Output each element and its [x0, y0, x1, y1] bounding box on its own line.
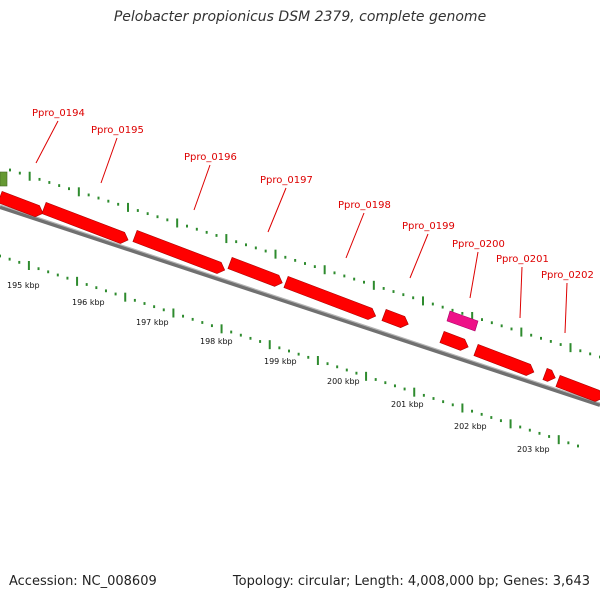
gene-arrow-6: [381, 309, 409, 329]
leader-line: [100, 137, 118, 184]
gene-label: Ppro_0197: [260, 175, 313, 186]
gene-label: Ppro_0202: [541, 270, 594, 281]
kbp-label: 199 kbp: [264, 357, 297, 366]
leader-line: [469, 251, 479, 299]
gene-box-0200: [446, 310, 479, 332]
gene-label: Ppro_0194: [32, 108, 85, 119]
backbone-line: [0, 205, 600, 407]
kbp-label: 196 kbp: [72, 298, 105, 307]
gene-label: Ppro_0200: [452, 239, 505, 250]
gene-label: Ppro_0201: [496, 254, 549, 265]
kbp-label: 203 kbp: [517, 445, 550, 454]
gene-arrow-9: [542, 368, 556, 382]
inner-tick-track: [0, 254, 579, 448]
leader-line: [35, 120, 59, 164]
kbp-label: 195 kbp: [7, 281, 40, 290]
leader-line: [409, 233, 429, 279]
leader-line: [519, 266, 523, 319]
kbp-label: 198 kbp: [200, 337, 233, 346]
gene-label: Ppro_0195: [91, 125, 144, 136]
label-leaders: [35, 120, 568, 334]
gene-arrow-3: [132, 230, 226, 274]
kbp-label: 201 kbp: [391, 400, 424, 409]
gene-label: Ppro_0198: [338, 200, 391, 211]
genome-summary: Topology: circular; Length: 4,008,000 bp…: [232, 574, 590, 589]
gene-label: Ppro_0199: [402, 221, 455, 232]
leader-line: [193, 164, 211, 211]
backbone-track: [0, 204, 600, 407]
genome-title: Pelobacter propionicus DSM 2379, complet…: [113, 9, 487, 25]
kbp-label: 200 kbp: [327, 377, 360, 386]
gene-arrow-10: [555, 375, 600, 402]
gene-arrow-0193: [0, 171, 8, 187]
gene-arrow-8: [473, 344, 535, 376]
gene-arrow-4: [227, 257, 283, 287]
accession-text: Accession: NC_008609: [9, 574, 157, 589]
gene-arrow-7: [439, 331, 469, 351]
gene-labels: Ppro_0194 Ppro_0195 Ppro_0196 Ppro_0197 Ppro…: [32, 108, 594, 281]
gene-label: Ppro_0196: [184, 152, 237, 163]
gene-arrow-1: [0, 191, 44, 218]
leader-line: [345, 212, 365, 259]
kbp-labels: 195 kbp 196 kbp 197 kbp 198 kbp 199 kbp 200 k…: [7, 281, 550, 454]
leader-line: [267, 187, 287, 233]
gene-track: [0, 171, 600, 402]
kbp-label: 197 kbp: [136, 318, 169, 327]
gene-arrow-5: [283, 276, 377, 320]
leader-line: [564, 282, 568, 334]
kbp-label: 202 kbp: [454, 422, 487, 431]
gene-arrow-2: [41, 202, 129, 244]
backbone-highlight: [0, 204, 600, 404]
